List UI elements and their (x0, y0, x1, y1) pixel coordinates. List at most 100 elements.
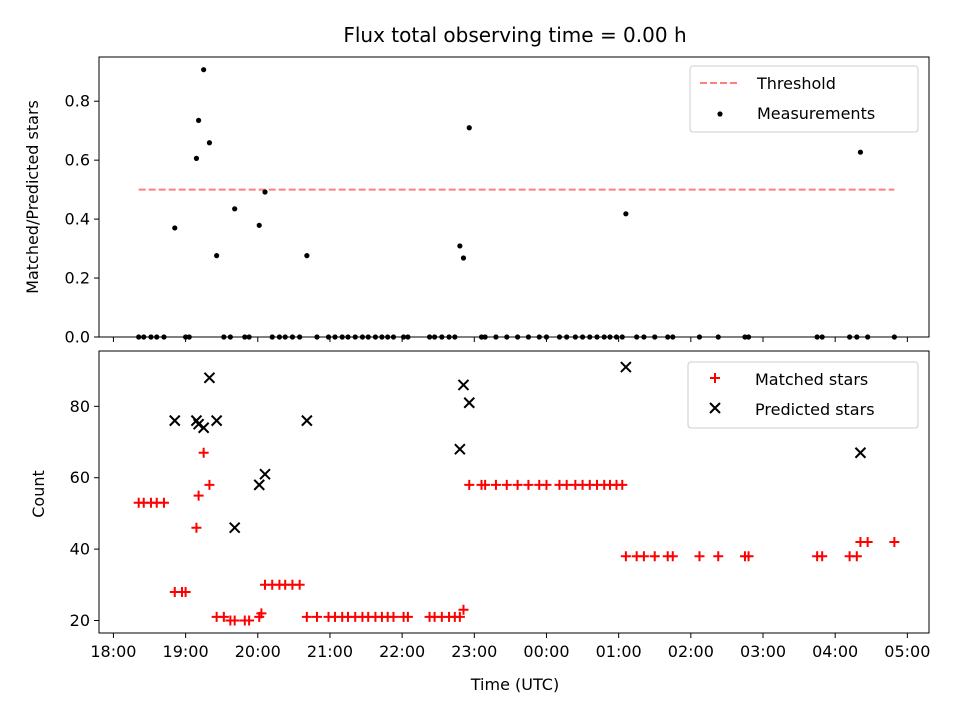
x-tick-label: 21:00 (307, 642, 353, 661)
x-tick-label: 00:00 (523, 642, 569, 661)
measurement-point (426, 334, 433, 340)
measurement-point (161, 334, 167, 340)
measurement-point (332, 334, 338, 340)
measurement-point (372, 334, 379, 340)
matched-star-point (204, 479, 215, 490)
measurement-point (276, 334, 283, 340)
legend-matched-label: Matched stars (755, 370, 868, 389)
x-tick-label: 02:00 (668, 642, 714, 661)
measurement-point (227, 334, 233, 340)
bottom-legend-box (687, 361, 919, 429)
measurement-point (214, 253, 220, 259)
measurement-point (432, 334, 438, 340)
predicted-star-point (253, 479, 265, 491)
predicted-star-point (203, 372, 216, 384)
measurement-point (183, 334, 189, 340)
measurement-point (385, 334, 391, 340)
predicted-star-point (854, 447, 867, 459)
measurement-point (670, 334, 676, 340)
matched-star-point (198, 447, 209, 458)
measurement-point (196, 117, 202, 123)
matched-star-point (561, 479, 572, 490)
top-y-tick-label: 0.2 (65, 269, 90, 288)
measurement-point (745, 334, 752, 340)
matched-star-point (301, 611, 312, 622)
measurement-point (379, 334, 385, 340)
measurement-point (715, 334, 721, 340)
measurement-point (304, 253, 310, 259)
measurement-point (891, 334, 897, 340)
predicted-star-point (457, 379, 470, 391)
matched-star-point (193, 490, 204, 501)
measurement-point (405, 334, 411, 340)
predicted-star-point (259, 468, 271, 480)
measurement-point (289, 334, 296, 340)
bottom-legend: Matched stars Predicted stars (687, 361, 919, 429)
matched-star-point (402, 611, 413, 622)
measurement-point (452, 334, 458, 340)
measurement-point (269, 334, 275, 340)
measurement-point (457, 243, 463, 249)
bottom-y-tick-label: 20 (70, 611, 90, 630)
measurement-point (564, 334, 570, 340)
measurement-point (601, 334, 607, 340)
measurement-point (439, 334, 445, 340)
matched-star-point (743, 551, 754, 562)
matched-star-point (244, 615, 255, 626)
measurement-point (619, 334, 625, 340)
measurement-point (579, 334, 586, 340)
matched-star-point (541, 479, 552, 490)
measurement-point (446, 334, 452, 340)
top-y-tick-label: 0.4 (65, 210, 90, 229)
measurement-point (186, 334, 192, 340)
matched-star-point (480, 479, 491, 490)
matched-star-point (464, 479, 475, 490)
measurement-point (282, 334, 288, 340)
measurement-point (141, 334, 147, 340)
measurement-point (478, 334, 485, 340)
measurement-point (652, 334, 658, 340)
measurement-point (587, 334, 593, 340)
measurement-point (232, 206, 238, 212)
matched-star-point (256, 608, 267, 619)
predicted-star-point (463, 397, 475, 409)
measurement-point (854, 334, 860, 340)
measurement-point (201, 67, 207, 73)
measurement-point (154, 334, 160, 340)
measurement-point (847, 334, 853, 340)
matched-star-point (851, 551, 862, 562)
measurement-point (206, 140, 213, 146)
legend-matched-marker (710, 373, 720, 383)
matched-star-point (218, 611, 229, 622)
matched-star-point (388, 611, 399, 622)
chart-title: Flux total observing time = 0.00 h (343, 23, 686, 47)
measurement-point (814, 334, 820, 340)
measurement-point (819, 334, 825, 340)
measurement-point (242, 334, 248, 340)
top-legend: Threshold Measurements (689, 65, 919, 133)
x-tick-label: 05:00 (884, 642, 930, 661)
matched-star-point (191, 522, 202, 533)
legend-predicted-marker (709, 402, 721, 414)
legend-measurements-label: Measurements (757, 104, 875, 123)
matched-star-point (862, 536, 873, 547)
matched-star-point (180, 586, 191, 597)
measurement-point (256, 222, 262, 228)
matched-star-point (667, 551, 678, 562)
measurement-point (325, 334, 332, 340)
predicted-star-point (620, 361, 632, 373)
measurement-point (525, 334, 532, 340)
x-tick-label: 03:00 (740, 642, 786, 661)
predicted-star-point (228, 521, 241, 534)
predicted-star-point (192, 418, 205, 430)
matched-star-point (454, 611, 465, 622)
legend-threshold-label: Threshold (756, 74, 836, 93)
measurement-point (262, 189, 268, 195)
measurement-point (136, 334, 142, 340)
measurement-point (613, 334, 620, 340)
matched-star-point (617, 479, 628, 490)
bottom-y-tick-label: 60 (70, 468, 90, 487)
predicted-star-point (210, 414, 223, 427)
matched-star-point (817, 551, 828, 562)
measurement-point (556, 334, 563, 340)
